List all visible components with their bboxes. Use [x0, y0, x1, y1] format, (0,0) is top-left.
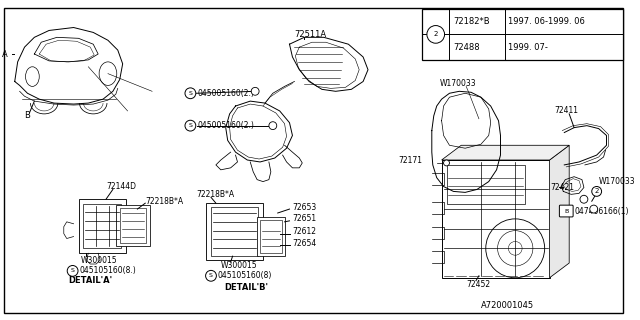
Circle shape	[205, 270, 216, 281]
Polygon shape	[550, 145, 569, 278]
Text: B: B	[24, 111, 31, 120]
Text: W170033: W170033	[598, 177, 636, 186]
Circle shape	[444, 160, 449, 166]
Text: S: S	[188, 123, 193, 128]
Text: S: S	[188, 91, 193, 96]
Text: 047406166(1): 047406166(1)	[574, 206, 628, 216]
Bar	[257, 217, 285, 256]
Text: 72651: 72651	[292, 214, 317, 223]
Text: W300015: W300015	[221, 261, 257, 270]
Text: 72612: 72612	[292, 227, 316, 236]
Bar	[206, 203, 263, 260]
Circle shape	[269, 122, 276, 130]
Bar	[120, 208, 146, 244]
Text: 2: 2	[433, 31, 438, 37]
Bar	[211, 207, 258, 256]
Text: 72218B*A: 72218B*A	[196, 190, 234, 199]
Text: 2: 2	[595, 188, 599, 195]
Polygon shape	[442, 145, 569, 160]
Text: 72452: 72452	[466, 280, 490, 289]
Text: DETAIL'A': DETAIL'A'	[68, 276, 113, 285]
Bar	[447, 165, 525, 204]
Text: DETAIL'B': DETAIL'B'	[224, 283, 268, 292]
Circle shape	[580, 195, 588, 203]
Text: 72218B*A: 72218B*A	[145, 197, 184, 206]
FancyBboxPatch shape	[559, 205, 573, 217]
Circle shape	[497, 231, 533, 266]
Text: 72144D: 72144D	[106, 182, 136, 191]
Text: S: S	[70, 268, 74, 273]
Text: 1999. 07-: 1999. 07-	[508, 43, 548, 52]
Text: 045005160(2.): 045005160(2.)	[197, 89, 254, 98]
Text: A720001045: A720001045	[481, 301, 534, 310]
Bar	[116, 205, 150, 246]
Bar	[83, 204, 121, 248]
Bar	[422, 9, 623, 60]
Circle shape	[185, 120, 196, 131]
Ellipse shape	[99, 62, 116, 85]
Text: 1997. 06-1999. 06: 1997. 06-1999. 06	[508, 17, 585, 26]
Text: 045005160(2.): 045005160(2.)	[197, 121, 254, 130]
Text: W170033: W170033	[440, 79, 476, 88]
Text: 72511A: 72511A	[294, 30, 326, 39]
Circle shape	[590, 205, 598, 213]
Bar	[79, 199, 125, 253]
Text: S: S	[209, 273, 213, 278]
Circle shape	[67, 266, 78, 276]
Circle shape	[185, 88, 196, 99]
Text: W300015: W300015	[81, 256, 117, 265]
Text: B: B	[564, 209, 568, 213]
Circle shape	[486, 219, 545, 278]
Circle shape	[427, 26, 445, 43]
Bar	[442, 160, 550, 278]
Text: A: A	[2, 50, 8, 59]
Circle shape	[592, 187, 602, 196]
Text: 72488: 72488	[453, 43, 480, 52]
Circle shape	[252, 87, 259, 95]
Text: 045105160(8.): 045105160(8.)	[79, 266, 136, 276]
Ellipse shape	[26, 67, 39, 86]
Text: 72421: 72421	[550, 183, 575, 192]
Text: 045105160(8): 045105160(8)	[218, 271, 272, 280]
Text: 72171: 72171	[398, 156, 422, 164]
Text: 72182*B: 72182*B	[453, 17, 490, 26]
Text: 72653: 72653	[292, 203, 317, 212]
Circle shape	[508, 242, 522, 255]
Bar	[260, 220, 282, 253]
Text: 72411: 72411	[554, 107, 579, 116]
Text: 72654: 72654	[292, 239, 317, 248]
